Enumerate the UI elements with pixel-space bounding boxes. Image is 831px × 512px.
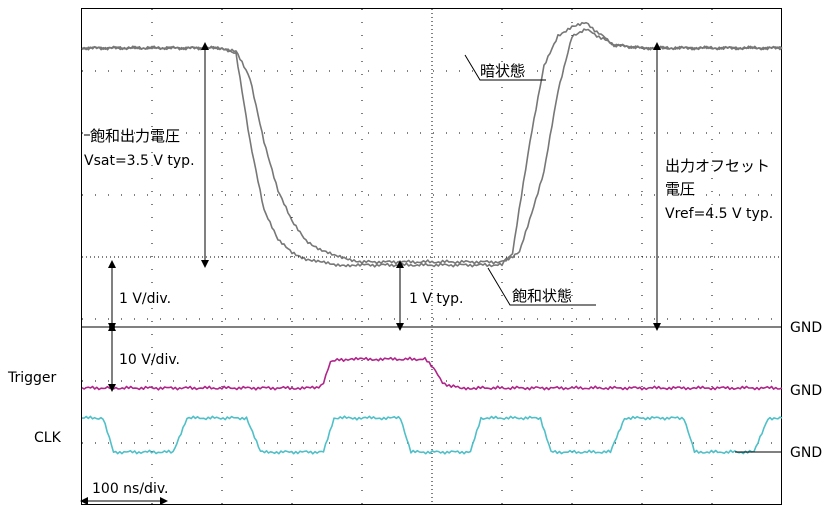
trigger-label: Trigger [7,370,57,386]
trace-dark-state [81,28,783,265]
ten-v-div-label: 10 V/div. [119,352,180,368]
trace-saturation-state [81,21,783,268]
gnd-label-video: GND [790,320,822,336]
graticule [82,9,782,505]
trace-trigger [81,356,783,391]
offset-voltage-label-line2: 電圧 [665,180,695,198]
saturation-state-label: 飽和状態 [512,287,572,305]
dark-state-leader [464,54,546,81]
offset-voltage-label-line1: 出力オフセット [665,157,770,175]
one-v-typ-label: 1 V typ. [409,291,464,307]
vsat-label: Vsat=3.5 V typ. [84,153,195,169]
vref-label: Vref=4.5 V typ. [665,206,773,222]
screen-frame [81,8,782,505]
trace-clk [82,415,783,455]
gnd-label-trigger: GND [790,383,822,399]
saturation-state-leader [487,267,596,306]
saturation-output-voltage-label: 飽和出力電圧 [90,127,180,145]
dark-state-label: 暗状態 [480,62,525,80]
time-div-label: 100 ns/div. [92,481,168,497]
waveforms [81,21,783,455]
gnd-label-clk: GND [790,445,822,461]
one-v-div-label: 1 V/div. [119,291,171,307]
clk-label: CLK [34,430,62,446]
